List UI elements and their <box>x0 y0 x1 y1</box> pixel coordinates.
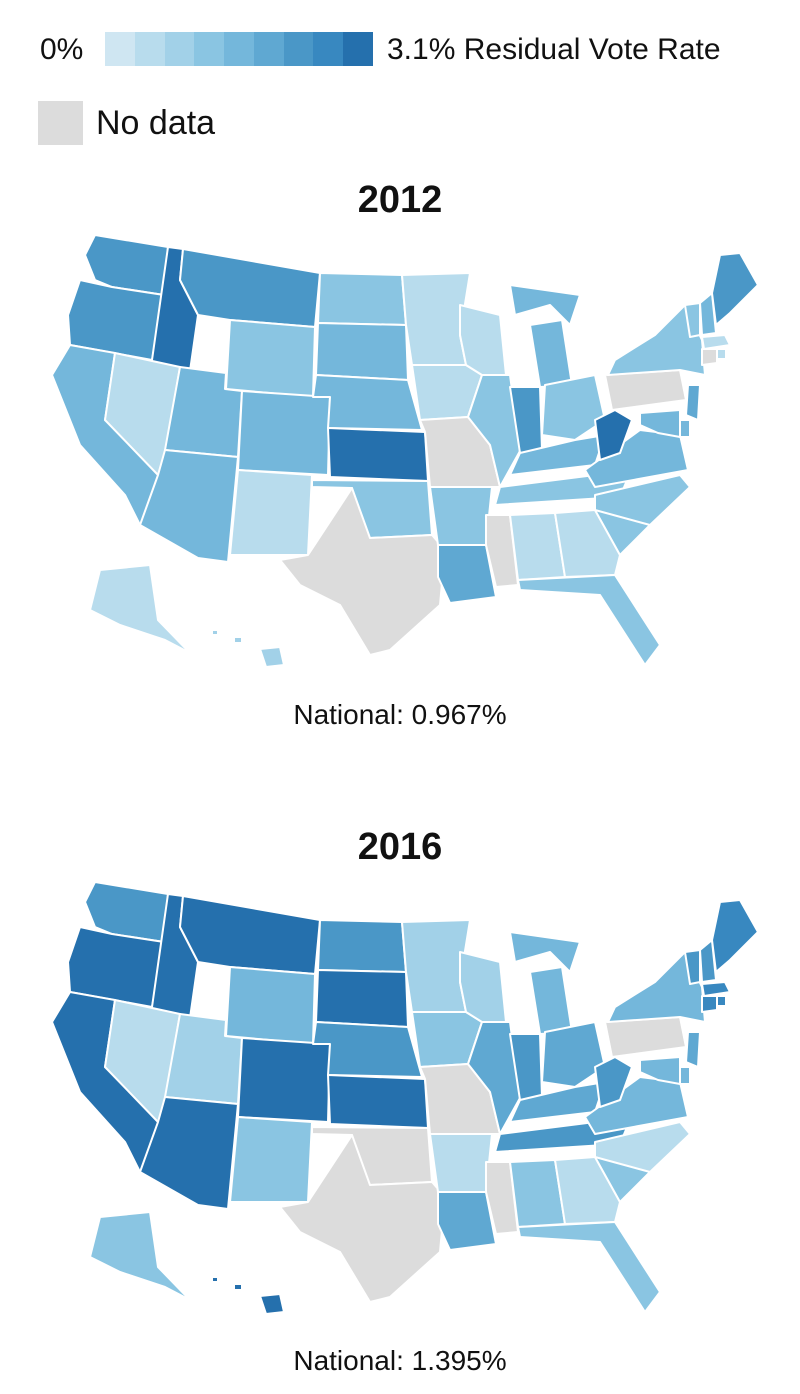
state-la <box>437 544 497 604</box>
state-ms <box>485 514 519 588</box>
state-ri <box>716 995 727 1007</box>
state-nm <box>229 469 313 556</box>
state-pa <box>604 369 687 411</box>
state-hi <box>211 629 285 668</box>
state-fl <box>517 574 661 666</box>
state-md <box>639 1056 681 1085</box>
state-ak <box>89 1211 191 1301</box>
state-va <box>584 429 689 488</box>
state-nd <box>317 919 407 973</box>
state-mt <box>179 895 321 975</box>
state-wv <box>594 1056 633 1108</box>
state-wi <box>459 304 507 376</box>
state-sd <box>315 969 409 1028</box>
state-wy <box>225 319 316 398</box>
state-ma <box>701 981 731 997</box>
no-data-label: No data <box>96 104 216 142</box>
state-va <box>584 1076 689 1135</box>
legend-ramp-step <box>105 32 135 66</box>
legend-ramp-step <box>194 32 225 66</box>
state-mi <box>509 931 581 1035</box>
national-rate-2012: National: 0.967% <box>293 699 507 730</box>
state-nd <box>317 272 407 326</box>
state-vt <box>684 949 701 985</box>
legend-ramp-step <box>283 32 314 66</box>
state-oh <box>541 1021 606 1088</box>
legend-ramp-step <box>253 32 284 66</box>
state-la <box>437 1191 497 1251</box>
state-ct <box>701 995 718 1013</box>
state-wv <box>594 409 633 461</box>
state-oh <box>541 374 606 441</box>
state-co <box>237 390 331 476</box>
state-ar <box>429 1133 493 1193</box>
legend-scale: 0% 3.1% Residual Vote Rate <box>0 0 800 80</box>
state-nj <box>685 1031 701 1068</box>
state-hi <box>211 1276 285 1315</box>
legend-ramp-step <box>343 32 374 66</box>
state-de <box>679 419 691 438</box>
legend-color-ramp <box>105 32 374 66</box>
state-nh <box>699 292 717 336</box>
state-nc <box>594 1121 691 1173</box>
state-ct <box>701 348 718 366</box>
legend-ramp-step <box>313 32 344 66</box>
map-title-2012: 2012 <box>357 179 443 221</box>
state-sd <box>315 322 409 381</box>
state-ma <box>701 334 731 350</box>
state-fl <box>517 1221 661 1313</box>
legend-min-label: 0% <box>40 33 84 66</box>
state-mi <box>509 284 581 388</box>
legend-ramp-step <box>164 32 195 66</box>
state-me <box>711 252 759 326</box>
legend-ramp-step <box>224 32 254 66</box>
state-de <box>679 1066 691 1085</box>
state-ks <box>327 1074 429 1129</box>
state-wi <box>459 951 507 1023</box>
map-title-2016: 2016 <box>357 826 443 868</box>
state-co <box>237 1037 331 1123</box>
us-map-2016 <box>51 881 759 1315</box>
state-tx <box>279 1134 446 1303</box>
state-ri <box>716 348 727 360</box>
state-ne <box>312 374 423 431</box>
no-data-swatch <box>38 101 83 145</box>
state-md <box>639 409 681 438</box>
choropleth-map-2012 <box>40 225 770 675</box>
state-vt <box>684 302 701 338</box>
state-ar <box>429 486 493 546</box>
legend-ramp-step <box>134 32 165 66</box>
state-ks <box>327 427 429 482</box>
state-nh <box>699 939 717 983</box>
national-rate-2016: National: 1.395% <box>293 1345 507 1376</box>
state-ms <box>485 1161 519 1235</box>
state-ak <box>89 564 191 654</box>
state-tx <box>279 487 446 656</box>
legend-max-label: 3.1% Residual Vote Rate <box>387 33 721 66</box>
state-ne <box>312 1021 423 1078</box>
state-nm <box>229 1116 313 1203</box>
state-mt <box>179 248 321 328</box>
choropleth-map-2016 <box>40 872 770 1322</box>
us-map-2012 <box>51 234 759 668</box>
state-me <box>711 899 759 973</box>
state-nc <box>594 474 691 526</box>
state-wy <box>225 966 316 1045</box>
state-nj <box>685 384 701 421</box>
state-pa <box>604 1016 687 1058</box>
